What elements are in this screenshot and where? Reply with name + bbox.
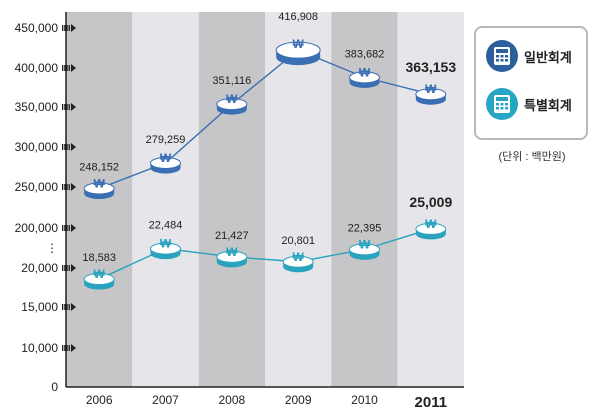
data-label: 25,009 xyxy=(409,194,452,210)
background-band xyxy=(198,12,265,387)
legend-item-general: 일반회계 xyxy=(486,40,572,72)
y-tick-label: 20,000 xyxy=(21,261,58,275)
data-point xyxy=(150,242,181,255)
x-tick-label: 2008 xyxy=(218,393,245,407)
data-point xyxy=(216,98,248,111)
data-point xyxy=(83,182,115,195)
y-tick-label: 200,000 xyxy=(15,221,59,235)
tick-arrow-icon xyxy=(62,64,76,72)
background-band xyxy=(132,12,199,387)
data-label: 416,908 xyxy=(278,11,318,23)
won-icon: ₩ xyxy=(94,177,106,191)
data-point xyxy=(282,255,314,268)
tick-arrow-icon xyxy=(62,183,76,191)
won-icon: ₩ xyxy=(160,237,172,251)
background-band xyxy=(265,12,332,387)
tick-arrow-icon xyxy=(62,344,76,352)
x-tick-label: 2007 xyxy=(152,393,179,407)
won-icon: ₩ xyxy=(160,151,172,165)
y-tick-label: 400,000 xyxy=(15,61,59,75)
data-point xyxy=(216,250,248,263)
legend-item-special: 특별회계 xyxy=(486,88,572,120)
tick-arrow-icon xyxy=(62,143,76,151)
tick-arrow-icon xyxy=(62,24,76,32)
data-point xyxy=(83,273,115,286)
legend-label-special: 특별회계 xyxy=(524,97,572,113)
y-tick-label: 300,000 xyxy=(15,140,59,154)
won-icon: ₩ xyxy=(293,250,305,264)
x-tick-label: 2010 xyxy=(351,393,378,407)
data-label: 351,116 xyxy=(212,75,251,87)
data-point xyxy=(349,243,380,256)
won-icon: ₩ xyxy=(226,92,238,106)
background-band xyxy=(66,12,133,387)
won-icon: ₩ xyxy=(359,237,371,251)
data-point xyxy=(415,88,447,101)
data-label: 18,583 xyxy=(82,252,116,264)
x-tick-label: 2006 xyxy=(86,393,113,407)
data-point xyxy=(150,157,181,170)
tick-arrow-icon xyxy=(62,103,76,111)
data-label: 22,484 xyxy=(149,220,183,232)
y-tick-label: 350,000 xyxy=(15,100,59,114)
unit-note: (단위 : 백만원) xyxy=(498,151,566,163)
calculator-icon xyxy=(486,88,518,120)
won-icon: ₩ xyxy=(425,82,437,96)
legend-label-general: 일반회계 xyxy=(524,49,572,65)
data-label: 279,259 xyxy=(146,134,186,146)
won-icon: ₩ xyxy=(226,245,238,259)
data-label: 22,395 xyxy=(348,222,382,234)
tick-arrow-icon xyxy=(62,303,76,311)
data-label: 21,427 xyxy=(215,230,249,242)
tick-arrow-icon xyxy=(62,264,76,272)
background-band xyxy=(397,12,464,387)
data-label: 248,152 xyxy=(79,162,119,174)
won-icon: ₩ xyxy=(425,217,437,231)
won-icon: ₩ xyxy=(94,267,106,281)
legend: 일반회계 특별회계 xyxy=(474,26,588,140)
y-tick-label: ⋮ xyxy=(46,241,58,255)
y-tick-label: 250,000 xyxy=(15,180,59,194)
x-tick-label: 2009 xyxy=(285,393,312,407)
data-label: 20,801 xyxy=(281,235,315,247)
data-label: 363,153 xyxy=(406,59,457,75)
calculator-icon xyxy=(486,40,518,72)
x-tick-label: 2011 xyxy=(415,394,448,411)
y-tick-label: 450,000 xyxy=(15,21,59,35)
y-tick-label: 10,000 xyxy=(21,341,58,355)
tick-arrow-icon xyxy=(62,224,76,232)
y-tick-label: 15,000 xyxy=(21,300,58,314)
data-point xyxy=(415,222,447,235)
data-point xyxy=(275,41,321,59)
won-icon: ₩ xyxy=(359,65,371,79)
y-tick-label: 0 xyxy=(51,380,58,394)
data-label: 383,682 xyxy=(345,48,385,60)
won-icon: ₩ xyxy=(293,37,305,51)
data-point xyxy=(349,71,380,84)
